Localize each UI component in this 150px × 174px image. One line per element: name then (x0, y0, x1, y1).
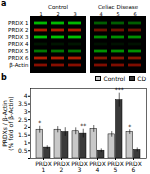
svg-text:**: ** (80, 122, 86, 129)
html-text:a: a (1, 0, 7, 8)
svg-text:*: * (38, 119, 41, 126)
html-text:CD: CD (137, 74, 146, 82)
svg-text:PRDX5: PRDX5 (107, 160, 124, 173)
svg-text:β-Actin: β-Actin (9, 62, 29, 69)
svg-text:PRDX 1: PRDX 1 (8, 20, 28, 26)
svg-text:5: 5 (116, 11, 119, 17)
svg-text:2: 2 (24, 123, 28, 130)
svg-text:0.5: 0.5 (18, 147, 28, 154)
html-text:Control: Control (103, 74, 126, 82)
svg-text:PRDX 4: PRDX 4 (8, 41, 29, 47)
svg-text:PRDX6: PRDX6 (125, 160, 142, 173)
svg-text:1: 1 (39, 11, 42, 17)
svg-text:PRDX3: PRDX3 (71, 160, 88, 173)
svg-text:PRDX4: PRDX4 (89, 160, 106, 173)
svg-text:4: 4 (24, 92, 28, 99)
svg-text:PRDX 6: PRDX 6 (8, 55, 29, 61)
html-text:b: b (1, 73, 7, 82)
svg-text:PRDXs / β-Actin(% fold of β-Ac: PRDXs / β-Actin(% fold of β-Actin) (1, 96, 15, 150)
svg-text:3: 3 (24, 108, 28, 115)
svg-text:4: 4 (99, 11, 102, 17)
svg-text:PRDX 2: PRDX 2 (8, 27, 28, 33)
svg-text:PRDX1: PRDX1 (35, 160, 52, 173)
svg-text:PRDX 5: PRDX 5 (8, 48, 29, 54)
svg-text:1.5: 1.5 (18, 131, 28, 138)
svg-text:PRDX2: PRDX2 (53, 160, 70, 173)
svg-text:2.5: 2.5 (18, 116, 28, 123)
svg-text:*: * (128, 123, 131, 130)
svg-text:1: 1 (24, 139, 28, 146)
svg-text:3.5: 3.5 (18, 100, 28, 107)
svg-text:3: 3 (73, 11, 76, 17)
svg-text:PRDX 3: PRDX 3 (8, 34, 29, 40)
svg-text:***: *** (115, 86, 124, 93)
svg-text:6: 6 (133, 11, 136, 17)
svg-text:Control: Control (48, 4, 68, 10)
svg-text:Celiac Disease: Celiac Disease (98, 4, 139, 10)
svg-text:2: 2 (56, 11, 59, 17)
